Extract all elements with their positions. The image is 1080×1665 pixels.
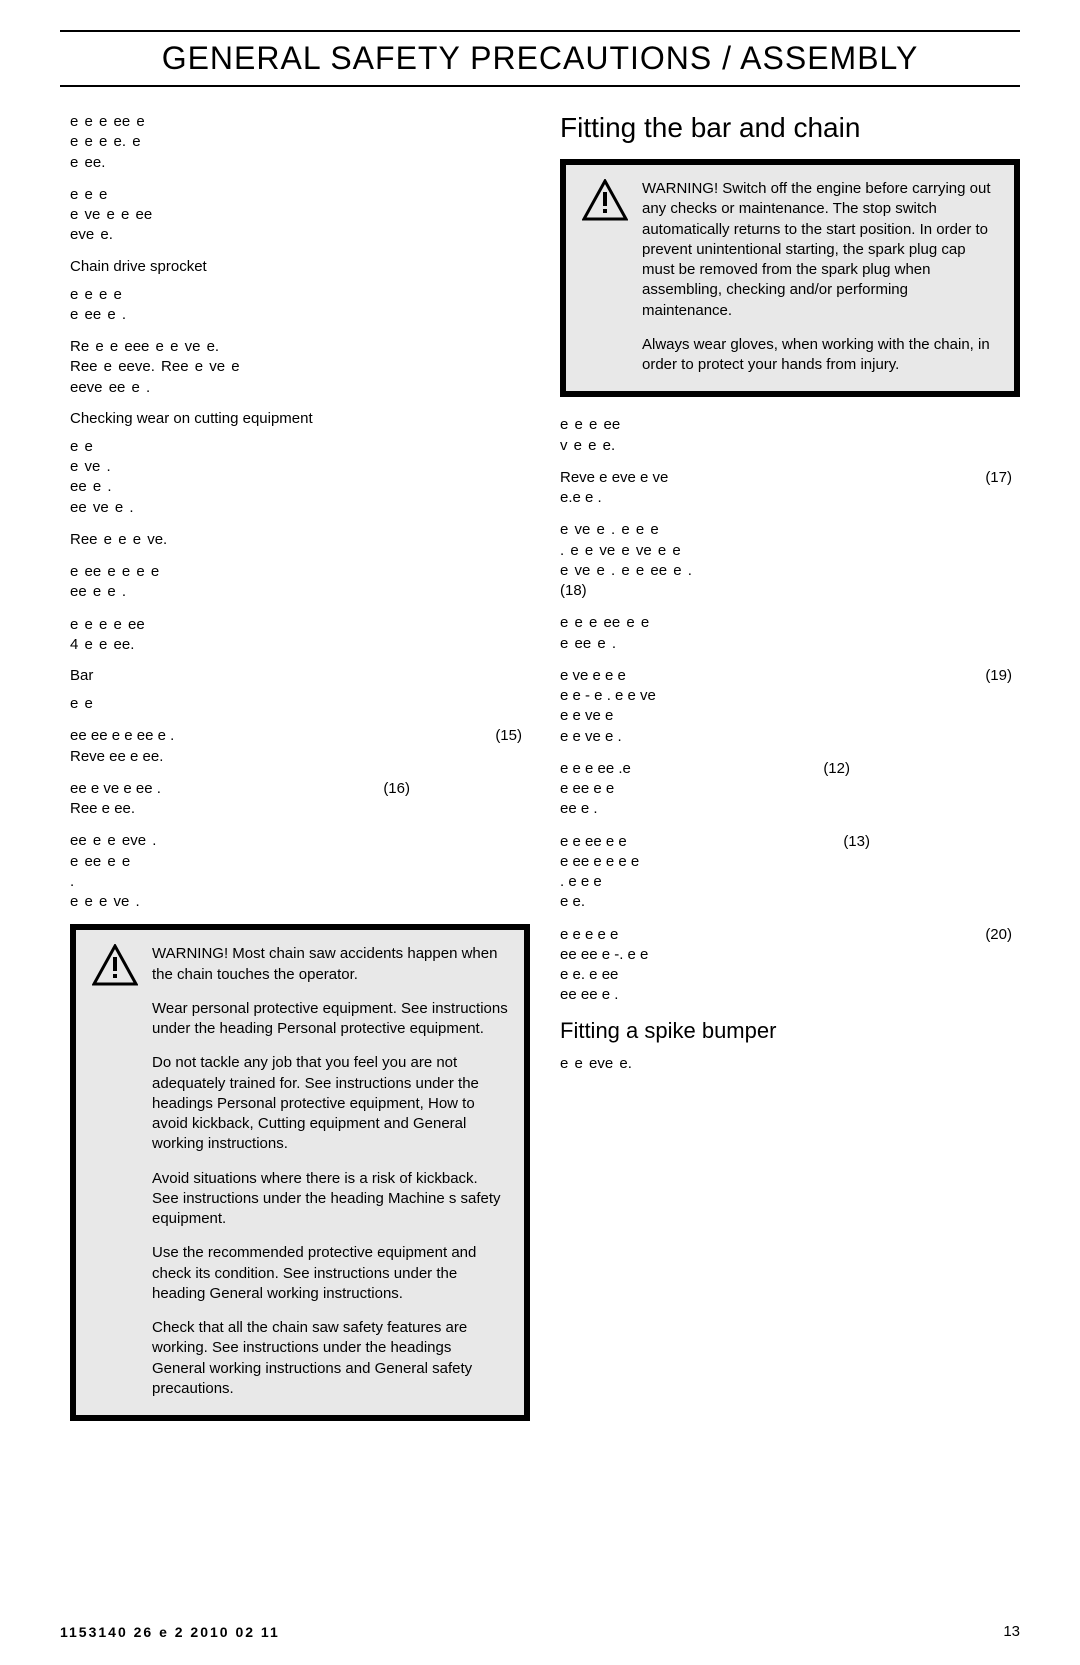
- ref-text: e ve e e e e e - e . e e ve e e ve e e e…: [560, 666, 656, 747]
- figure-ref: (12): [823, 759, 1020, 820]
- figure-ref: (16): [383, 779, 530, 820]
- page-footer: 1153140 26 e 2 2010 02 11 13: [60, 1623, 1020, 1640]
- warning-box-right: WARNING! Switch off the engine before ca…: [560, 159, 1020, 397]
- ref-text: e e e ee .e e ee e e ee e .: [560, 759, 631, 820]
- warning-para: Wear personal protective equipment. See …: [152, 999, 508, 1040]
- body-text: e e e ee e e e ee e .: [560, 613, 1020, 654]
- warning-para: Use the recommended protective equipment…: [152, 1243, 508, 1304]
- left-column: e e e ee e e e e e. e e ee. e e e e ve e…: [60, 112, 530, 1439]
- subheading-chain-drive: Chain drive sprocket: [70, 258, 530, 275]
- ref-text: Reve e eve e ve e.e e .: [560, 468, 668, 509]
- figure-ref: (17): [985, 468, 1020, 509]
- body-text: Ree e e e ve.: [70, 530, 530, 550]
- rule-bottom: [60, 85, 1020, 87]
- body-text-ref: ee ee e e ee e . Reve ee e ee. (15): [70, 726, 530, 767]
- body-text: e ee e e e e ee e e .: [70, 562, 530, 603]
- figure-ref: (13): [843, 832, 1020, 913]
- body-text-ref: e e e e e ee ee e -. e e e e. e ee ee ee…: [560, 925, 1020, 1006]
- rule-top: [60, 30, 1020, 32]
- body-text: e e e ee e e e e e. e e ee.: [70, 112, 530, 173]
- warning-para: WARNING! Switch off the engine before ca…: [642, 179, 998, 321]
- warning-para: Avoid situations where there is a risk o…: [152, 1169, 508, 1230]
- warning-para: Check that all the chain saw safety feat…: [152, 1318, 508, 1399]
- subheading-bar: Bar: [70, 667, 530, 684]
- footer-doc-id: 1153140 26 e 2 2010 02 11: [60, 1624, 280, 1640]
- section-heading-fitting-bar: Fitting the bar and chain: [560, 112, 1020, 144]
- ref-text: e e e e e ee ee e -. e e e e. e ee ee ee…: [560, 925, 648, 1006]
- body-text: e e e ee v e e e.: [560, 415, 1020, 456]
- ref-text: e e ee e e e ee e e e e . e e e e e.: [560, 832, 639, 913]
- body-text-ref: e ve e e e e e - e . e e ve e e ve e e e…: [560, 666, 1020, 747]
- body-text: e e e e e ee e .: [70, 285, 530, 326]
- warning-para: Do not tackle any job that you feel you …: [152, 1053, 508, 1154]
- figure-ref: (20): [985, 925, 1020, 1006]
- right-column: Fitting the bar and chain WARNING! Switc…: [560, 112, 1020, 1439]
- page-title: GENERAL SAFETY PRECAUTIONS / ASSEMBLY: [60, 40, 1020, 77]
- body-text-ref: Reve e eve e ve e.e e . (17): [560, 468, 1020, 509]
- body-text: e e: [70, 694, 530, 714]
- warning-box-left: WARNING! Most chain saw accidents happen…: [70, 924, 530, 1421]
- figure-ref: (15): [495, 726, 530, 767]
- body-text: e e e e ee 4 e e ee.: [70, 615, 530, 656]
- warning-text: WARNING! Switch off the engine before ca…: [642, 179, 998, 375]
- warning-text: WARNING! Most chain saw accidents happen…: [152, 944, 508, 1399]
- figure-ref: (19): [985, 666, 1020, 747]
- content-columns: e e e ee e e e e e. e e ee. e e e e ve e…: [60, 112, 1020, 1439]
- ref-text: ee e ve e ee . Ree e ee.: [70, 779, 161, 820]
- footer-page-number: 13: [1003, 1623, 1020, 1640]
- body-text: e ve e . e e e . e e ve e ve e e e ve e …: [560, 520, 1020, 601]
- body-text: Re e e eee e e ve e. Ree e eeve. Ree e v…: [70, 337, 530, 398]
- warning-icon: [582, 179, 628, 221]
- section-heading-spike-bumper: Fitting a spike bumper: [560, 1018, 1020, 1044]
- body-text-ref: e e ee e e e ee e e e e . e e e e e. (13…: [560, 832, 1020, 913]
- warning-para: Always wear gloves, when working with th…: [642, 335, 998, 376]
- ref-text: ee ee e e ee e . Reve ee e ee.: [70, 726, 174, 767]
- subheading-checking-wear: Checking wear on cutting equipment: [70, 410, 530, 427]
- body-text-ref: e e e ee .e e ee e e ee e . (12): [560, 759, 1020, 820]
- warning-para: WARNING! Most chain saw accidents happen…: [152, 944, 508, 985]
- warning-icon: [92, 944, 138, 986]
- body-text: e e e ve . ee e . ee ve e .: [70, 437, 530, 518]
- body-text-ref: ee e ve e ee . Ree e ee. (16): [70, 779, 530, 820]
- body-text: ee e e eve . e ee e e . e e e ve .: [70, 831, 530, 912]
- body-text: e e e e ve e e ee eve e.: [70, 185, 530, 246]
- body-text: e e eve e.: [560, 1054, 1020, 1074]
